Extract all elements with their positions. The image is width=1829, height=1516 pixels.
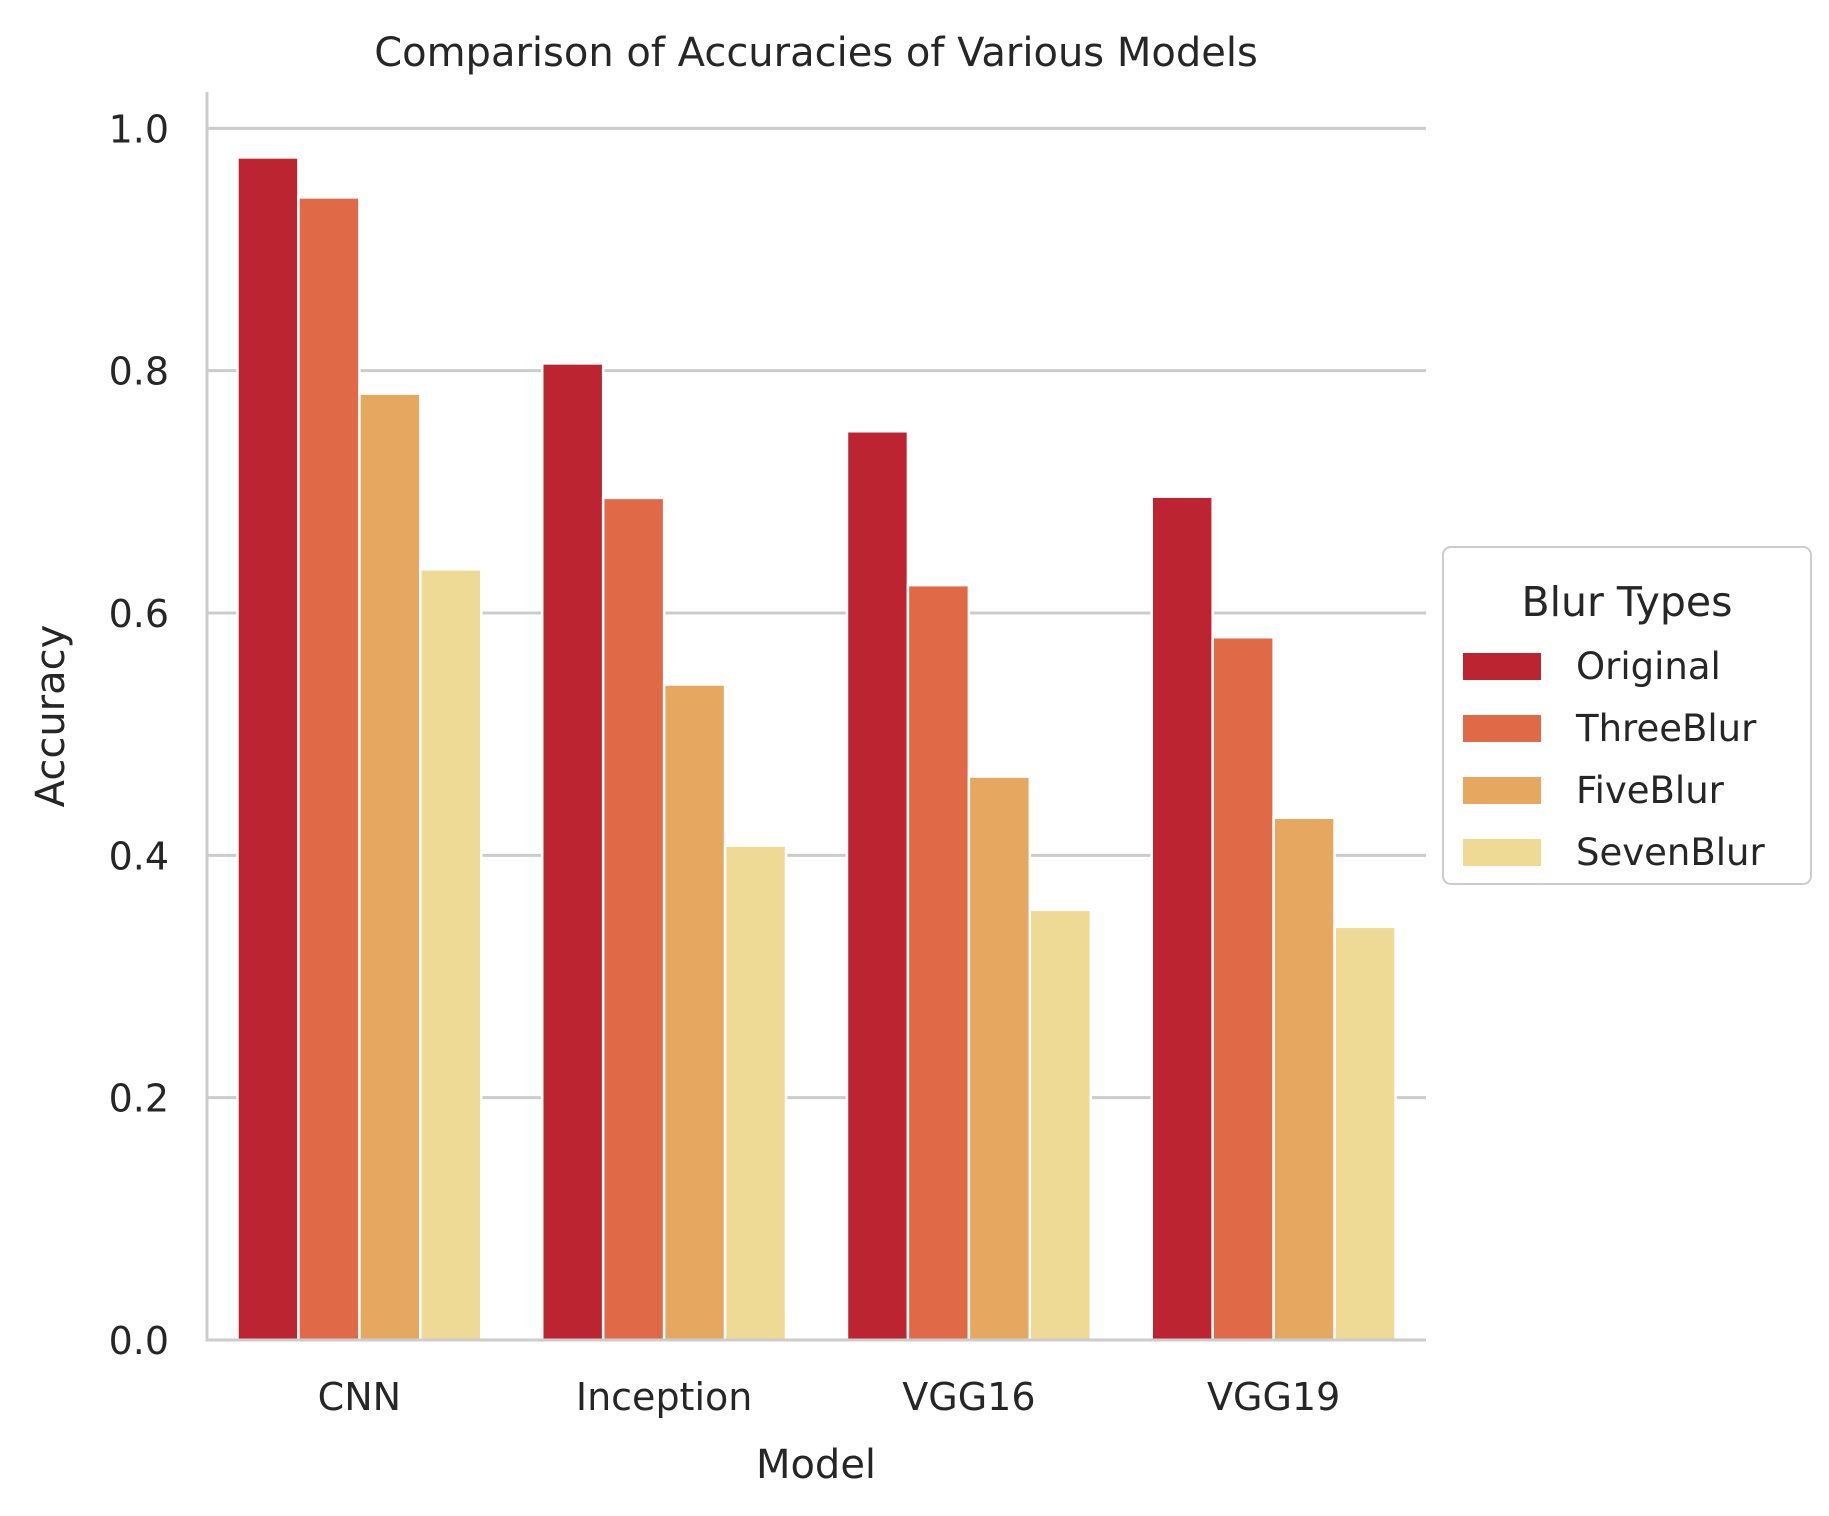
bar-sevenblur-vgg16: [1028, 908, 1093, 1342]
bar-sevenblur-vgg19: [1333, 925, 1397, 1342]
legend-label-threeblur: ThreeBlur: [1575, 707, 1757, 750]
bar-sevenblur-cnn: [419, 568, 483, 1342]
x-tick-label: VGG19: [1207, 1375, 1340, 1419]
bar-threeblur-cnn: [297, 196, 361, 1342]
legend-swatch-sevenblur: [1463, 839, 1541, 866]
bar-original-cnn: [236, 156, 300, 1342]
y-tick-label: 0.2: [109, 1077, 169, 1121]
bar-fiveblur-vgg19: [1272, 816, 1336, 1342]
bar-threeblur-vgg19: [1211, 635, 1275, 1342]
bars: [236, 156, 1397, 1342]
legend-swatch-original: [1463, 653, 1541, 680]
legend-items: Original ThreeBlur FiveBlur SevenBlur: [1463, 645, 1765, 874]
x-tick-label: Inception: [576, 1375, 752, 1419]
x-tick-labels: CNN Inception VGG16 VGG19: [318, 1375, 1341, 1419]
legend-swatch-threeblur: [1463, 715, 1541, 742]
bar-threeblur-vgg16: [906, 583, 971, 1342]
y-tick-label: 0.4: [109, 834, 169, 878]
bar-original-inception: [540, 362, 605, 1342]
axes: [205, 92, 1426, 1342]
y-tick-label: 0.8: [109, 350, 169, 394]
y-tick-labels: 0.0 0.2 0.4 0.6 0.8 1.0: [109, 107, 169, 1363]
bar-original-vgg19: [1150, 495, 1214, 1342]
legend-label-original: Original: [1576, 645, 1721, 688]
x-tick-label: VGG16: [902, 1375, 1035, 1419]
bar-threeblur-inception: [601, 496, 666, 1342]
x-tick-label: CNN: [318, 1375, 401, 1419]
x-axis-label: Model: [756, 1442, 876, 1488]
y-axis-label: Accuracy: [28, 625, 74, 808]
legend-swatch-fiveblur: [1463, 777, 1541, 804]
bar-fiveblur-cnn: [358, 392, 422, 1342]
legend: Blur Types Original ThreeBlur FiveBlur Seve…: [1442, 546, 1812, 885]
chart-title: Comparison of Accuracies of Various Mode…: [374, 30, 1258, 76]
bar-fiveblur-inception: [662, 683, 727, 1342]
y-tick-label: 0.0: [109, 1319, 169, 1363]
legend-label-fiveblur: FiveBlur: [1576, 769, 1725, 812]
bar-sevenblur-inception: [723, 844, 788, 1342]
legend-title: Blur Types: [1522, 578, 1733, 626]
bar-original-vgg16: [845, 430, 910, 1342]
y-tick-label: 0.6: [109, 592, 169, 636]
legend-label-sevenblur: SevenBlur: [1576, 831, 1765, 874]
y-tick-label: 1.0: [109, 107, 169, 151]
bar-fiveblur-vgg16: [967, 775, 1032, 1342]
